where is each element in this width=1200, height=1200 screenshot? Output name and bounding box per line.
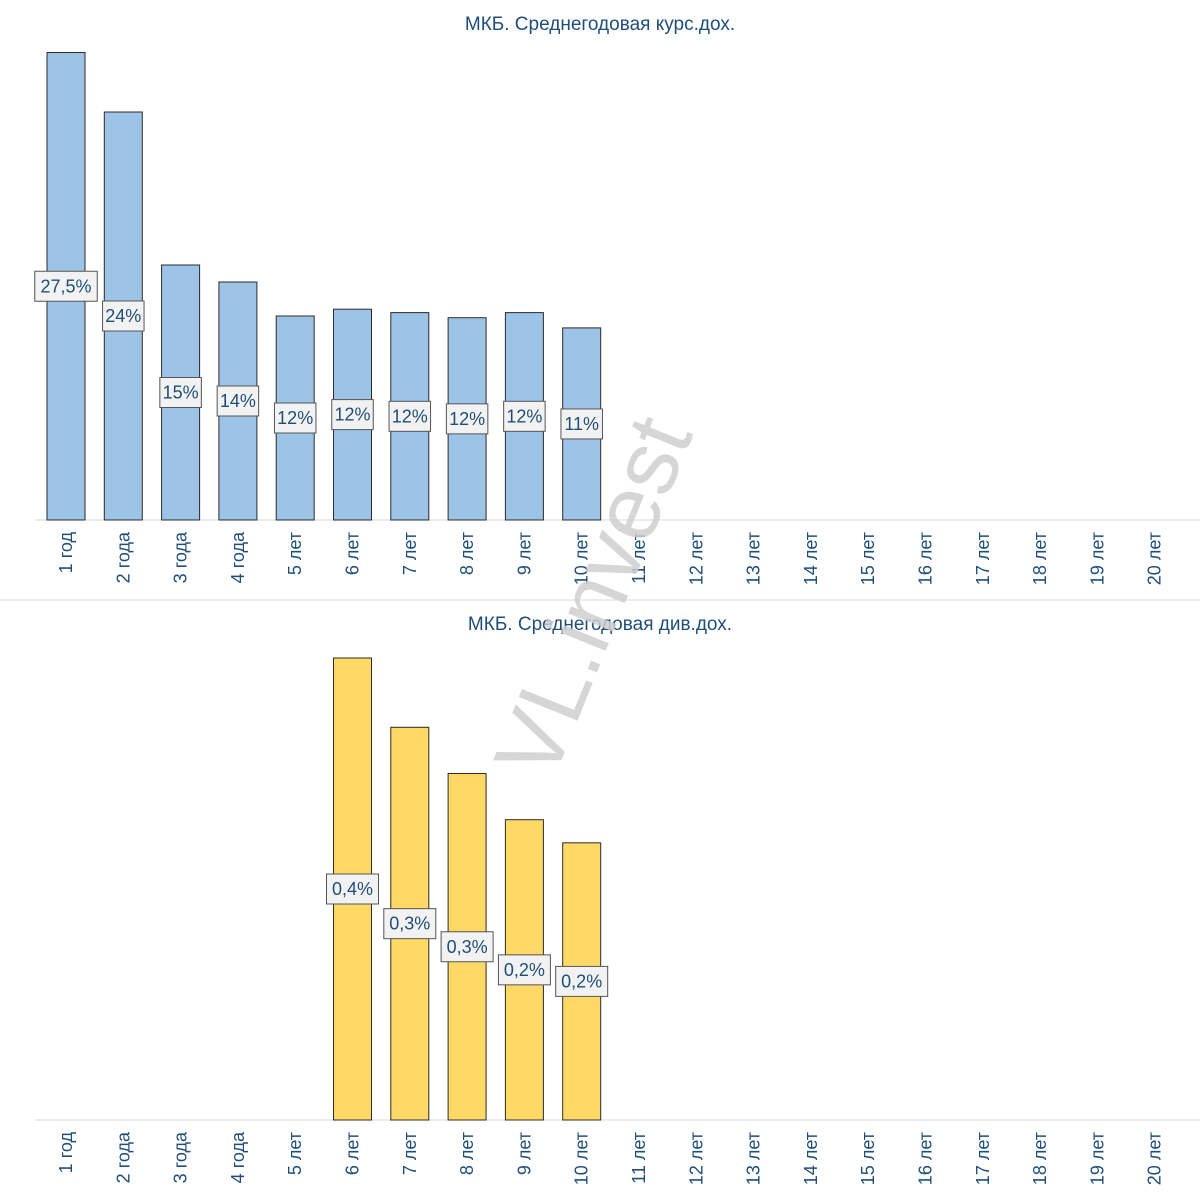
data-label-box [445, 403, 489, 435]
data-label: 0,4% [332, 879, 373, 899]
data-label: 12% [449, 409, 485, 429]
x-tick-label: 5 лет [285, 1132, 305, 1175]
data-label: 12% [277, 408, 313, 428]
chart-title: МКБ. Среднегодовая курс.дох. [465, 14, 735, 35]
data-label: 12% [334, 405, 370, 425]
x-tick-label: 12 лет [686, 532, 706, 585]
data-label-box [503, 400, 546, 432]
x-tick-label: 6 лет [343, 1132, 363, 1175]
x-tick-label: 15 лет [858, 532, 878, 585]
x-tick-label: 13 лет [744, 1132, 764, 1185]
x-tick-label: 15 лет [858, 1132, 878, 1185]
x-tick-label: 16 лет [916, 532, 936, 585]
x-tick-label: 7 лет [400, 532, 420, 575]
data-label-box [159, 377, 202, 408]
x-tick-label: 4 года [228, 1131, 248, 1183]
data-label: 0,3% [447, 937, 488, 957]
data-label: 24% [105, 306, 141, 326]
x-tick-label: 10 лет [572, 532, 592, 585]
data-label: 0,2% [561, 971, 602, 991]
data-label: 14% [220, 391, 256, 411]
x-tick-label: 5 лет [285, 532, 305, 575]
data-label-box [34, 270, 98, 302]
data-label-box [331, 399, 374, 431]
data-label: 12% [506, 406, 542, 426]
data-label: 15% [163, 383, 199, 403]
data-label-box [560, 408, 603, 440]
data-label-box [102, 300, 145, 332]
chart-dividend-yield: МКБ. Среднегодовая див.дох. 1 год 2 года 3… [35, 614, 1200, 1185]
x-tick-label: 20 лет [1145, 1132, 1165, 1185]
x-tick-label: 12 лет [686, 1132, 706, 1185]
x-tick-label: 2 года [113, 531, 133, 583]
x-tick-label: 1 год [56, 1132, 76, 1174]
data-label-box [388, 400, 432, 432]
data-label: 11% [564, 414, 599, 434]
x-tick-label: 11 лет [629, 1132, 649, 1184]
x-tick-label: 8 лет [457, 532, 477, 575]
x-tick-label: 9 лет [514, 532, 534, 575]
data-label: 12% [392, 406, 428, 426]
x-tick-label: 13 лет [744, 532, 764, 585]
x-tick-label: 1 год [56, 532, 76, 574]
x-tick-label: 3 года [171, 1131, 191, 1183]
data-label-box [326, 873, 379, 905]
data-label-box [440, 931, 494, 963]
x-tick-label: 10 лет [572, 1132, 592, 1185]
x-tick-label: 20 лет [1145, 532, 1165, 585]
x-tick-label: 19 лет [1087, 532, 1107, 585]
x-tick-label: 6 лет [343, 532, 363, 575]
x-tick-label: 19 лет [1087, 1132, 1107, 1185]
x-tick-label: 2 года [113, 1131, 133, 1183]
data-label: 0,2% [504, 960, 545, 980]
chart-course-yield: МКБ. Среднегодовая курс.дох. 27,5% 1 год 2… [34, 14, 1200, 585]
data-label-box [383, 908, 437, 940]
x-tick-label: 9 лет [514, 1132, 534, 1175]
x-tick-label: 16 лет [916, 1132, 936, 1185]
x-tick-label: 8 лет [457, 1132, 477, 1175]
data-label: 27,5% [40, 276, 91, 296]
x-tick-label: 4 года [228, 531, 248, 583]
data-label: 0,3% [389, 914, 430, 934]
x-tick-label: 14 лет [801, 532, 821, 585]
x-tick-label: 14 лет [801, 1132, 821, 1185]
x-tick-label: 11 лет [629, 532, 649, 584]
data-label-box [555, 965, 609, 997]
data-label-box [216, 385, 260, 417]
chart-title: МКБ. Среднегодовая див.дох. [468, 614, 732, 635]
x-tick-label: 17 лет [973, 1132, 993, 1185]
x-tick-label: 18 лет [1030, 1132, 1050, 1185]
data-label-box [497, 954, 551, 986]
x-tick-label: 17 лет [973, 532, 993, 585]
x-tick-label: 7 лет [400, 1132, 420, 1175]
data-label-box [273, 402, 317, 434]
x-tick-label: 3 года [171, 531, 191, 583]
x-tick-label: 18 лет [1030, 532, 1050, 585]
